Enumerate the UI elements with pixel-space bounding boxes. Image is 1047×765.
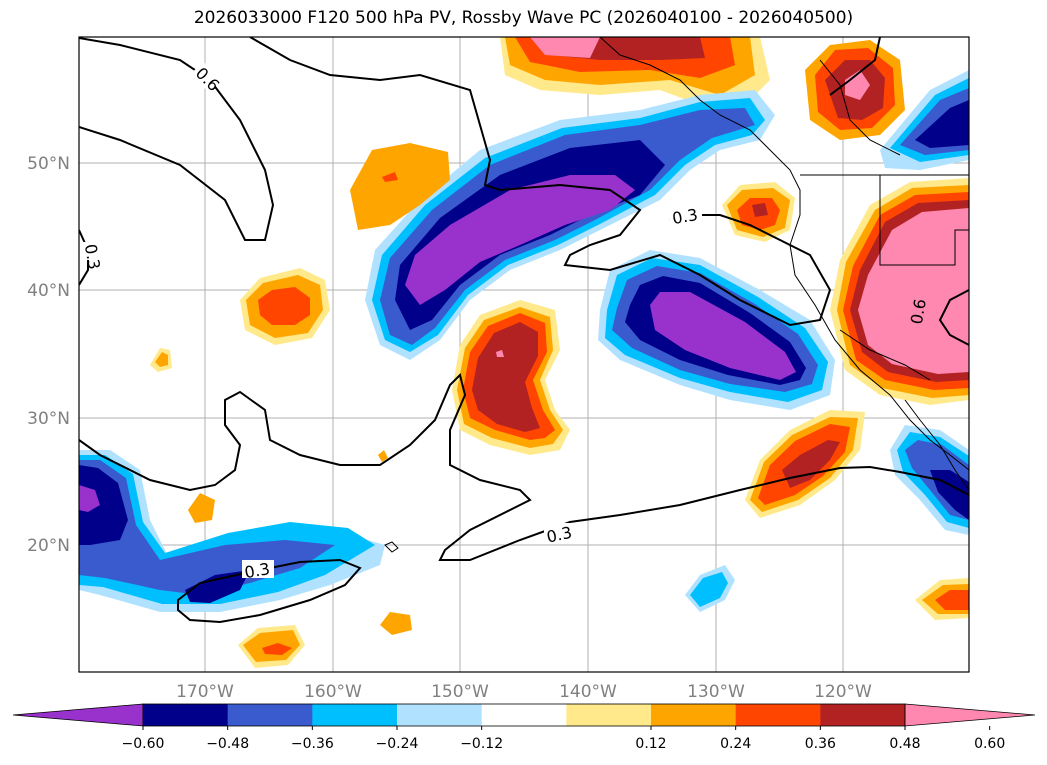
colorbar-segment (143, 704, 229, 726)
colorbar-segment (312, 704, 398, 726)
lon-labels: 170°W 160°W 150°W 140°W 130°W 120°W (176, 682, 872, 702)
pv-contours (79, 37, 969, 624)
colorbar-frame (142, 703, 906, 727)
lat-label: 40°N (27, 281, 70, 301)
colorbar-tick-label: −0.60 (122, 736, 165, 752)
lon-label: 120°W (814, 682, 872, 702)
lon-label: 150°W (431, 682, 489, 702)
colorbar-tick-label: 0.36 (805, 736, 836, 752)
positive-anomaly-central (452, 300, 570, 455)
lat-label: 50°N (27, 154, 70, 174)
colorbar-segment (397, 704, 483, 726)
positive-anomaly-southeast-corner (915, 578, 969, 620)
positive-anomaly-northwest (350, 143, 450, 230)
colorbar-segment (227, 704, 313, 726)
positive-anomaly-east (830, 178, 969, 405)
colorbar-extend-low (12, 703, 144, 727)
map-frame (78, 36, 970, 673)
contour-label: 0.6 (907, 297, 930, 325)
colorbar-segment (481, 704, 567, 726)
lat-label: 20°N (27, 536, 70, 556)
colorbar-tick-label: −0.36 (291, 736, 334, 752)
lon-label: 160°W (304, 682, 362, 702)
positive-anomaly-northeast (805, 40, 905, 140)
map-title: 2026033000 F120 500 hPa PV, Rossby Wave … (193, 8, 854, 28)
contour-label: 0.3 (243, 559, 271, 582)
contour-label: 0.3 (545, 523, 574, 547)
colorbar-tick-label: 0.24 (720, 736, 751, 752)
colorbar-tick-label: −0.12 (460, 736, 503, 752)
colorbar: −0.60 −0.48 −0.36 −0.24 −0.12 0.12 0.24 0.36 0.4… (12, 703, 1036, 752)
positive-anomaly-small (150, 348, 412, 668)
negative-anomaly-central (365, 90, 775, 360)
colorbar-tick-label: −0.24 (376, 736, 419, 752)
lat-label: 30°N (27, 409, 70, 429)
colorbar-tick-label: 0.48 (889, 736, 920, 752)
positive-anomaly-north (500, 37, 770, 110)
colorbar-tick-label: 0.12 (635, 736, 666, 752)
colorbar-segment (820, 704, 906, 726)
contour-label: 0.3 (81, 243, 104, 271)
colorbar-extend-high (904, 703, 1036, 727)
positive-anomaly-west (240, 268, 330, 345)
colorbar-segment (566, 704, 652, 726)
colorbar-tick-label: −0.48 (206, 736, 249, 752)
negative-anomaly-northeast (880, 70, 969, 170)
colorbar-segment (735, 704, 821, 726)
negative-anomaly-east-central (598, 250, 835, 410)
colorbar-tick-label: 0.60 (974, 736, 1005, 752)
lat-labels: 50°N 40°N 30°N 20°N (27, 154, 70, 556)
colorbar-segment (651, 704, 737, 726)
lon-label: 140°W (559, 682, 617, 702)
lon-label: 130°W (687, 682, 745, 702)
lon-label: 170°W (176, 682, 234, 702)
pv-field: 0.6 0.3 0.3 0.3 0.3 0.6 (79, 37, 969, 672)
contour-label: 0.3 (671, 205, 699, 228)
positive-anomaly-coast (722, 182, 795, 242)
negative-anomaly-south (685, 565, 735, 612)
coastlines (384, 37, 969, 553)
